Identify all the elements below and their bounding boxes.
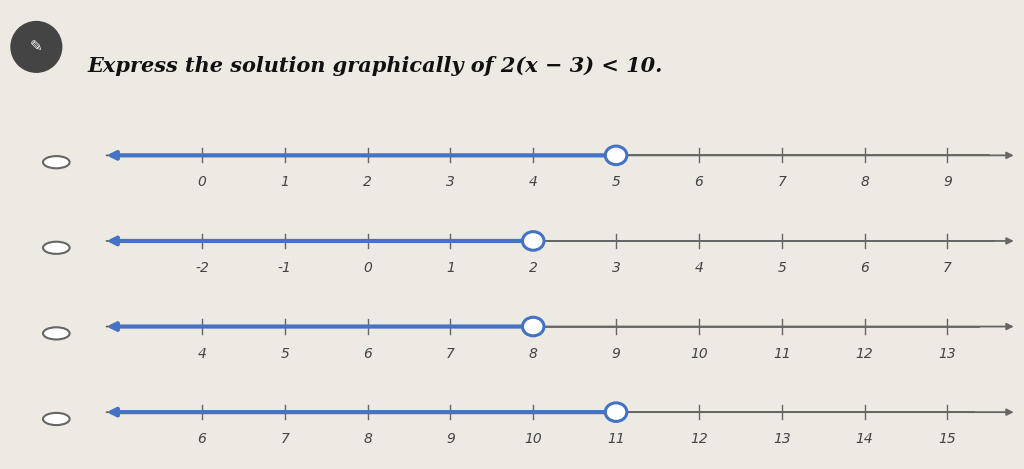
Text: 3: 3	[611, 261, 621, 275]
Text: 1: 1	[445, 261, 455, 275]
Circle shape	[522, 232, 544, 250]
Text: 12: 12	[856, 347, 873, 361]
Text: 1: 1	[281, 175, 289, 189]
Circle shape	[605, 146, 627, 165]
Text: 13: 13	[773, 432, 791, 446]
Text: 10: 10	[690, 347, 708, 361]
Text: 3: 3	[445, 175, 455, 189]
Text: 12: 12	[690, 432, 708, 446]
Text: 8: 8	[364, 432, 372, 446]
Text: 2: 2	[528, 261, 538, 275]
Text: 5: 5	[611, 175, 621, 189]
Text: 8: 8	[528, 347, 538, 361]
Text: 9: 9	[611, 347, 621, 361]
Text: 4: 4	[694, 261, 703, 275]
Text: 0: 0	[198, 175, 206, 189]
Text: 13: 13	[939, 347, 956, 361]
Text: -1: -1	[278, 261, 292, 275]
Text: 5: 5	[281, 347, 289, 361]
Text: 7: 7	[281, 432, 289, 446]
Circle shape	[605, 403, 627, 422]
Text: 15: 15	[939, 432, 956, 446]
Text: Express the solution graphically of 2(x − 3) < 10.: Express the solution graphically of 2(x …	[87, 56, 663, 76]
Circle shape	[11, 22, 61, 72]
Text: 9: 9	[445, 432, 455, 446]
Text: 6: 6	[364, 347, 372, 361]
Text: 2: 2	[364, 175, 372, 189]
Text: 6: 6	[860, 261, 869, 275]
Text: 6: 6	[694, 175, 703, 189]
Text: 7: 7	[445, 347, 455, 361]
Text: 8: 8	[860, 175, 869, 189]
Circle shape	[522, 317, 544, 336]
Text: 4: 4	[528, 175, 538, 189]
Text: 4: 4	[198, 347, 206, 361]
Text: -2: -2	[195, 261, 209, 275]
Text: 5: 5	[777, 261, 786, 275]
Text: 11: 11	[607, 432, 625, 446]
Text: 10: 10	[524, 432, 542, 446]
Text: 7: 7	[777, 175, 786, 189]
Text: 6: 6	[198, 432, 206, 446]
Text: 11: 11	[773, 347, 791, 361]
Text: 9: 9	[943, 175, 952, 189]
Text: 14: 14	[856, 432, 873, 446]
Text: 7: 7	[943, 261, 952, 275]
Text: ✎: ✎	[30, 39, 43, 54]
Text: 0: 0	[364, 261, 372, 275]
